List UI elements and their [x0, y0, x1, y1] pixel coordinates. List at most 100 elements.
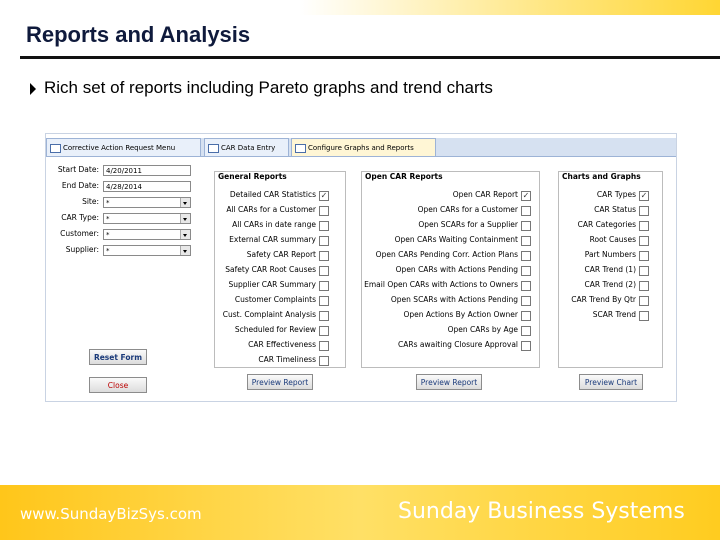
top-accent — [300, 0, 720, 15]
report-label: Open CARs Pending Corr. Action Plans — [375, 250, 518, 259]
report-label: Safety CAR Report — [246, 250, 316, 259]
field-label: End Date: — [61, 181, 99, 190]
dropdown-arrow[interactable] — [180, 246, 190, 255]
report-checkbox[interactable] — [521, 341, 531, 351]
field-input[interactable]: 4/20/2011 — [103, 165, 191, 176]
tab-icon — [208, 144, 219, 153]
button[interactable]: Preview Chart — [579, 374, 643, 390]
group-box — [558, 171, 663, 368]
field-input[interactable]: * — [103, 245, 191, 256]
report-label: Open CARs with Actions Pending — [395, 265, 518, 274]
report-checkbox[interactable] — [319, 296, 329, 306]
tab[interactable]: Configure Graphs and Reports — [291, 138, 436, 156]
report-label: CAR Trend (2) — [584, 280, 637, 289]
slide-title: Reports and Analysis — [26, 22, 251, 47]
report-label: Open SCARs with Actions Pending — [390, 295, 518, 304]
report-checkbox[interactable] — [319, 206, 329, 216]
report-label: Cust. Complaint Analysis — [222, 310, 316, 319]
tab-icon — [50, 144, 61, 153]
report-label: Email Open CARs with Actions to Owners — [364, 280, 518, 289]
footer-band — [0, 485, 720, 540]
dropdown-arrow[interactable] — [180, 214, 190, 223]
report-checkbox[interactable] — [319, 236, 329, 246]
tab-icon — [295, 144, 306, 153]
report-label: CAR Effectiveness — [248, 340, 316, 349]
report-checkbox[interactable] — [319, 281, 329, 291]
report-checkbox[interactable] — [319, 356, 329, 366]
report-checkbox[interactable]: ✓ — [639, 191, 649, 201]
report-label: CAR Timeliness — [258, 355, 316, 364]
footer-company: Sunday Business Systems — [398, 499, 685, 524]
report-label: Safety CAR Root Causes — [225, 265, 316, 274]
report-label: CAR Trend (1) — [584, 265, 637, 274]
report-checkbox[interactable] — [639, 251, 649, 261]
field-label: CAR Type: — [61, 213, 99, 222]
report-checkbox[interactable] — [521, 296, 531, 306]
field-input[interactable]: * — [103, 229, 191, 240]
title-rule — [20, 56, 720, 59]
field-label: Supplier: — [65, 245, 99, 254]
report-label: Detailed CAR Statistics — [229, 190, 316, 199]
report-label: All CARs for a Customer — [226, 205, 316, 214]
report-checkbox[interactable] — [639, 296, 649, 306]
group-title: General Reports — [218, 172, 287, 181]
report-checkbox[interactable] — [319, 266, 329, 276]
report-checkbox[interactable] — [319, 311, 329, 321]
report-checkbox[interactable]: ✓ — [521, 191, 531, 201]
report-checkbox[interactable]: ✓ — [319, 191, 329, 201]
report-label: CARs awaiting Closure Approval — [398, 340, 518, 349]
report-checkbox[interactable] — [639, 236, 649, 246]
report-checkbox[interactable] — [639, 311, 649, 321]
button[interactable]: Close — [89, 377, 147, 393]
footer-url: www.SundayBizSys.com — [20, 505, 202, 523]
report-checkbox[interactable] — [639, 206, 649, 216]
dropdown-arrow[interactable] — [180, 230, 190, 239]
report-label: Open SCARs for a Supplier — [418, 220, 518, 229]
report-checkbox[interactable] — [521, 311, 531, 321]
report-checkbox[interactable] — [521, 251, 531, 261]
group-box — [361, 171, 540, 368]
report-checkbox[interactable] — [521, 206, 531, 216]
tab[interactable]: CAR Data Entry — [204, 138, 289, 156]
dropdown-arrow[interactable] — [180, 198, 190, 207]
field-input[interactable]: 4/28/2014 — [103, 181, 191, 192]
report-label: Open CARs by Age — [447, 325, 518, 334]
report-label: Customer Complaints — [234, 295, 316, 304]
report-checkbox[interactable] — [521, 221, 531, 231]
report-checkbox[interactable] — [639, 281, 649, 291]
field-input[interactable]: * — [103, 197, 191, 208]
report-label: External CAR summary — [229, 235, 316, 244]
field-label: Site: — [82, 197, 99, 206]
report-label: SCAR Trend — [592, 310, 636, 319]
report-label: Scheduled for Review — [234, 325, 316, 334]
report-label: CAR Status — [594, 205, 636, 214]
report-label: Root Causes — [589, 235, 636, 244]
report-label: Open CAR Report — [452, 190, 518, 199]
report-checkbox[interactable] — [319, 341, 329, 351]
report-checkbox[interactable] — [521, 266, 531, 276]
report-checkbox[interactable] — [319, 221, 329, 231]
report-label: CAR Categories — [577, 220, 636, 229]
button[interactable]: Reset Form — [89, 349, 147, 365]
button[interactable]: Preview Report — [416, 374, 482, 390]
report-checkbox[interactable] — [521, 326, 531, 336]
report-checkbox[interactable] — [521, 281, 531, 291]
field-input[interactable]: * — [103, 213, 191, 224]
report-label: Open Actions By Action Owner — [403, 310, 518, 319]
report-checkbox[interactable] — [521, 236, 531, 246]
report-label: CAR Types — [596, 190, 636, 199]
report-checkbox[interactable] — [639, 266, 649, 276]
tab[interactable]: Corrective Action Request Menu — [46, 138, 201, 156]
group-title: Charts and Graphs — [562, 172, 641, 181]
report-checkbox[interactable] — [319, 326, 329, 336]
button[interactable]: Preview Report — [247, 374, 313, 390]
report-checkbox[interactable] — [319, 251, 329, 261]
bullet-text: Rich set of reports including Pareto gra… — [44, 78, 493, 97]
bullet-arrow — [30, 83, 36, 95]
report-label: Open CARs for a Customer — [417, 205, 518, 214]
report-checkbox[interactable] — [639, 221, 649, 231]
group-title: Open CAR Reports — [365, 172, 443, 181]
report-label: Supplier CAR Summary — [228, 280, 317, 289]
group-box — [214, 171, 346, 368]
